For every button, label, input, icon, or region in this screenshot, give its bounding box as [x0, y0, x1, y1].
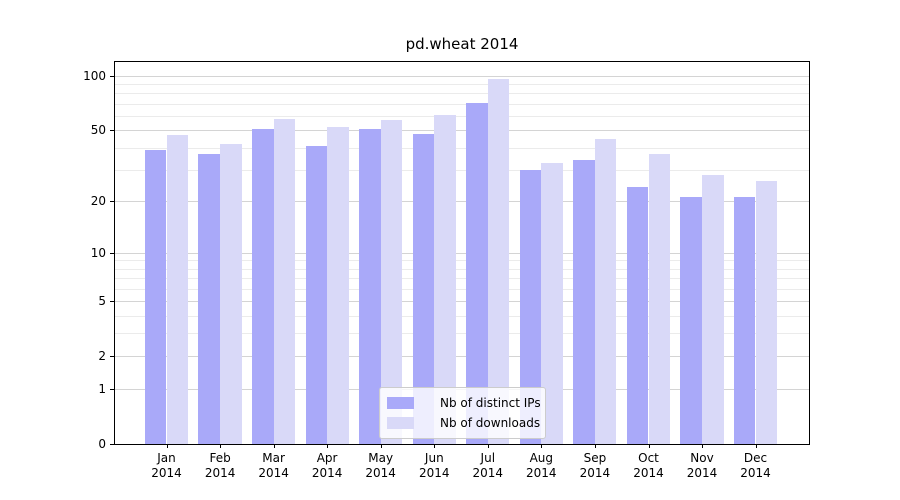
bar-apr-downloads [327, 127, 349, 444]
gridline-minor-60 [115, 116, 809, 117]
gridline-minor-4 [115, 315, 809, 317]
xtick-label-apr: Apr 2014 [311, 451, 343, 480]
xtick-mark-aug [541, 444, 543, 448]
ytick-label-50: 50 [90, 123, 106, 138]
gridline-minor-40 [115, 147, 809, 149]
xtick-mark-may [380, 444, 382, 448]
bar-apr-ips [305, 145, 328, 444]
ytick-label-5: 5 [98, 294, 106, 308]
ytick-label-10: 10 [90, 245, 106, 260]
bar-may-ips [359, 128, 381, 444]
xtick-mark-jun [434, 444, 436, 448]
chart-title: pd.wheat 2014 [405, 35, 519, 53]
ytick-mark-100 [110, 75, 114, 77]
gridline-minor-70 [115, 103, 809, 105]
bar-jul-downloads [487, 79, 510, 444]
bar-jan-ips [144, 149, 167, 444]
xtick-label-dec: Dec 2014 [740, 451, 771, 480]
ytick-label-2: 2 [98, 349, 106, 364]
bar-feb-ips [198, 153, 220, 444]
bar-aug-ips [519, 170, 542, 444]
ytick-mark-20 [110, 201, 114, 203]
gridline-major-20 [115, 201, 809, 203]
ytick-label-100: 100 [83, 68, 106, 83]
bar-jul-ips [466, 102, 488, 444]
gridline-minor-80 [115, 93, 809, 95]
gridline-minor-7 [115, 278, 809, 280]
bar-jun-downloads [434, 114, 456, 444]
legend: Nb of distinct IPs Nb of downloads [379, 387, 546, 439]
gridline-major-10 [115, 252, 809, 254]
xtick-mark-oct [648, 444, 650, 448]
bar-jun-ips [412, 133, 435, 444]
gridline-minor-8 [115, 268, 809, 270]
bar-may-downloads [380, 120, 403, 444]
ytick-mark-50 [110, 130, 114, 132]
bar-feb-downloads [220, 143, 242, 444]
ytick-mark-5 [110, 301, 114, 302]
xtick-label-may: May 2014 [365, 451, 396, 480]
bar-nov-downloads [702, 175, 724, 444]
xtick-label-mar: Mar 2014 [258, 451, 289, 480]
bar-mar-downloads [273, 118, 296, 444]
legend-item-downloads: Nb of downloads [387, 413, 541, 433]
ytick-mark-2 [110, 356, 114, 358]
gridline-minor-9 [115, 260, 809, 262]
bar-nov-ips [680, 197, 702, 444]
xtick-label-jun: Jun 2014 [419, 451, 450, 480]
bar-oct-ips [626, 187, 649, 444]
xtick-label-jan: Jan 2014 [151, 451, 182, 480]
bar-dec-ips [733, 197, 756, 444]
xtick-mark-jan [166, 444, 168, 448]
bar-jan-downloads [166, 135, 189, 444]
bar-mar-ips [252, 128, 274, 444]
gridline-major-5 [115, 301, 809, 302]
xtick-mark-sep [594, 444, 596, 448]
gridline-major-100 [115, 75, 809, 77]
ytick-label-1: 1 [98, 381, 106, 396]
ytick-label-20: 20 [90, 194, 106, 209]
gridline-major-50 [115, 130, 809, 132]
ytick-mark-1 [110, 388, 114, 390]
xtick-mark-dec [755, 444, 757, 448]
ytick-mark-0 [110, 444, 114, 445]
xtick-mark-jul [487, 444, 489, 448]
bar-sep-downloads [594, 138, 617, 444]
gridline-minor-30 [115, 170, 809, 171]
xtick-label-aug: Aug 2014 [526, 451, 557, 480]
legend-item-distinct-ips: Nb of distinct IPs [387, 393, 541, 413]
ytick-mark-10 [110, 252, 114, 254]
xtick-label-sep: Sep 2014 [579, 451, 611, 480]
legend-label-downloads: Nb of downloads [440, 416, 541, 430]
gridline-minor-3 [115, 333, 809, 335]
xtick-label-feb: Feb 2014 [204, 451, 236, 480]
xtick-label-oct: Oct 2014 [633, 451, 664, 480]
xtick-mark-mar [273, 444, 275, 448]
xtick-label-jul: Jul 2014 [472, 451, 504, 480]
xtick-mark-feb [220, 444, 222, 448]
ytick-label-0: 0 [98, 437, 106, 451]
bar-dec-downloads [755, 181, 778, 444]
legend-swatch-downloads-icon [387, 417, 414, 429]
xtick-mark-apr [327, 444, 329, 448]
xtick-label-nov: Nov 2014 [686, 451, 718, 480]
bar-aug-downloads [541, 162, 563, 444]
bar-sep-ips [573, 160, 595, 444]
xtick-mark-nov [702, 444, 703, 448]
legend-swatch-distinct-ips-icon [387, 397, 414, 409]
legend-label-distinct-ips: Nb of distinct IPs [440, 396, 541, 410]
gridline-minor-6 [115, 288, 809, 290]
plot-area: Nb of distinct IPs Nb of downloads [114, 61, 810, 445]
bar-oct-downloads [648, 153, 671, 444]
gridline-major-2 [115, 356, 809, 358]
gridline-minor-90 [115, 84, 809, 86]
